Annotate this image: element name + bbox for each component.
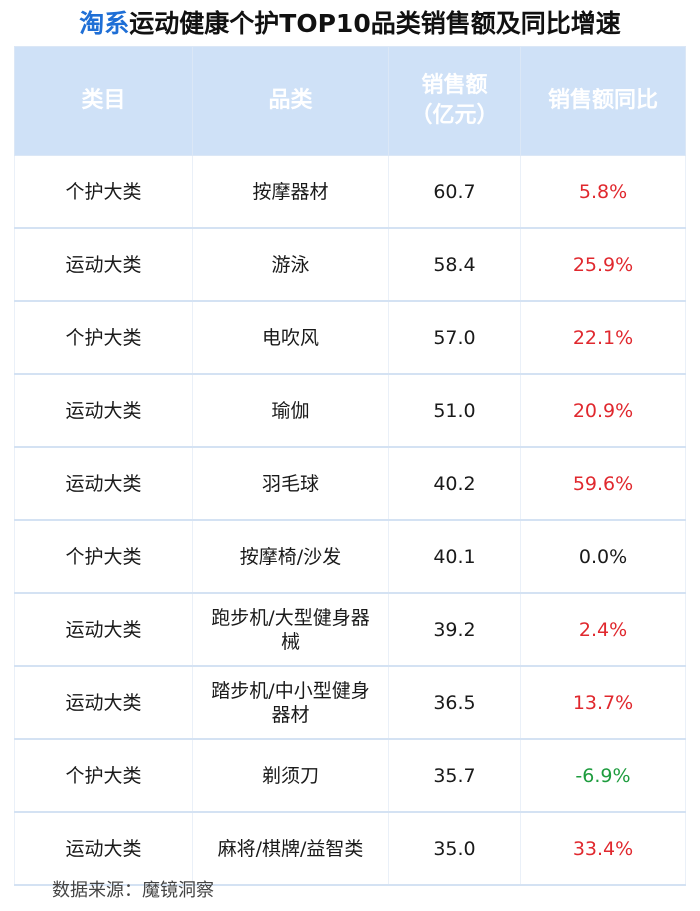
table-row: 个护大类 按摩器材 60.7 5.8% — [14, 155, 686, 229]
cell-product: 剃须刀 — [192, 739, 389, 813]
cell-yoy: 2.4% — [520, 593, 686, 667]
source-note: 数据来源：魔镜洞察 — [52, 880, 214, 901]
cell-category: 运动大类 — [14, 593, 193, 667]
table-row: 运动大类 麻将/棋牌/益智类 35.0 33.4% — [14, 812, 686, 886]
cell-yoy: -6.9% — [520, 739, 686, 813]
cell-yoy: 20.9% — [520, 374, 686, 448]
title-brand: 淘系 — [79, 9, 130, 38]
cell-yoy: 25.9% — [520, 228, 686, 302]
table-row: 个护大类 按摩椅/沙发 40.1 0.0% — [14, 520, 686, 594]
table-row: 运动大类 跑步机/大型健身器械 39.2 2.4% — [14, 593, 686, 667]
table-row: 运动大类 羽毛球 40.2 59.6% — [14, 447, 686, 521]
header-sales-line2: （亿元） — [410, 103, 499, 128]
cell-sales: 35.7 — [388, 739, 521, 813]
cell-sales: 60.7 — [388, 155, 521, 229]
cell-category: 运动大类 — [14, 447, 193, 521]
table-row: 运动大类 踏步机/中小型健身器材 36.5 13.7% — [14, 666, 686, 740]
title-text: 运动健康个护TOP10品类销售额及同比增速 — [129, 9, 621, 38]
table-row: 个护大类 电吹风 57.0 22.1% — [14, 301, 686, 375]
cell-yoy: 33.4% — [520, 812, 686, 886]
cell-product: 瑜伽 — [192, 374, 389, 448]
table-header-row: 类目 品类 销售额 （亿元） 销售额同比 — [14, 46, 686, 156]
cell-sales: 39.2 — [388, 593, 521, 667]
table-row: 运动大类 瑜伽 51.0 20.9% — [14, 374, 686, 448]
cell-product: 麻将/棋牌/益智类 — [192, 812, 389, 886]
cell-category: 个护大类 — [14, 520, 193, 594]
header-category: 类目 — [14, 46, 193, 156]
cell-product: 电吹风 — [192, 301, 389, 375]
cell-product: 按摩器材 — [192, 155, 389, 229]
cell-category: 个护大类 — [14, 155, 193, 229]
cell-sales: 51.0 — [388, 374, 521, 448]
cell-sales: 40.2 — [388, 447, 521, 521]
cell-category: 个护大类 — [14, 301, 193, 375]
cell-category: 运动大类 — [14, 228, 193, 302]
table-body: 个护大类 按摩器材 60.7 5.8% 运动大类 游泳 58.4 25.9% 个护大类 电吹风 57… — [14, 155, 686, 886]
cell-sales: 36.5 — [388, 666, 521, 740]
table-row: 运动大类 游泳 58.4 25.9% — [14, 228, 686, 302]
cell-yoy: 22.1% — [520, 301, 686, 375]
cell-sales: 58.4 — [388, 228, 521, 302]
header-sales-line1: 销售额 — [421, 73, 488, 98]
cell-category: 运动大类 — [14, 374, 193, 448]
cell-yoy: 59.6% — [520, 447, 686, 521]
header-yoy: 销售额同比 — [520, 46, 686, 156]
cell-yoy: 13.7% — [520, 666, 686, 740]
cell-product: 跑步机/大型健身器械 — [192, 593, 389, 667]
cell-category: 个护大类 — [14, 739, 193, 813]
cell-product: 羽毛球 — [192, 447, 389, 521]
data-table-container: 类目 品类 销售额 （亿元） 销售额同比 个护大类 按摩器材 60.7 5.8% 运动大… — [14, 46, 686, 886]
cell-sales: 57.0 — [388, 301, 521, 375]
header-product: 品类 — [192, 46, 389, 156]
cell-yoy: 5.8% — [520, 155, 686, 229]
cell-yoy: 0.0% — [520, 520, 686, 594]
cell-sales: 35.0 — [388, 812, 521, 886]
header-sales: 销售额 （亿元） — [388, 46, 521, 156]
cell-product: 游泳 — [192, 228, 389, 302]
sales-table: 类目 品类 销售额 （亿元） 销售额同比 个护大类 按摩器材 60.7 5.8% 运动大… — [14, 46, 686, 886]
table-row: 个护大类 剃须刀 35.7 -6.9% — [14, 739, 686, 813]
cell-category: 运动大类 — [14, 812, 193, 886]
page-title: 淘系运动健康个护TOP10品类销售额及同比增速 — [0, 4, 700, 44]
cell-product: 踏步机/中小型健身器材 — [192, 666, 389, 740]
cell-category: 运动大类 — [14, 666, 193, 740]
cell-sales: 40.1 — [388, 520, 521, 594]
cell-product: 按摩椅/沙发 — [192, 520, 389, 594]
